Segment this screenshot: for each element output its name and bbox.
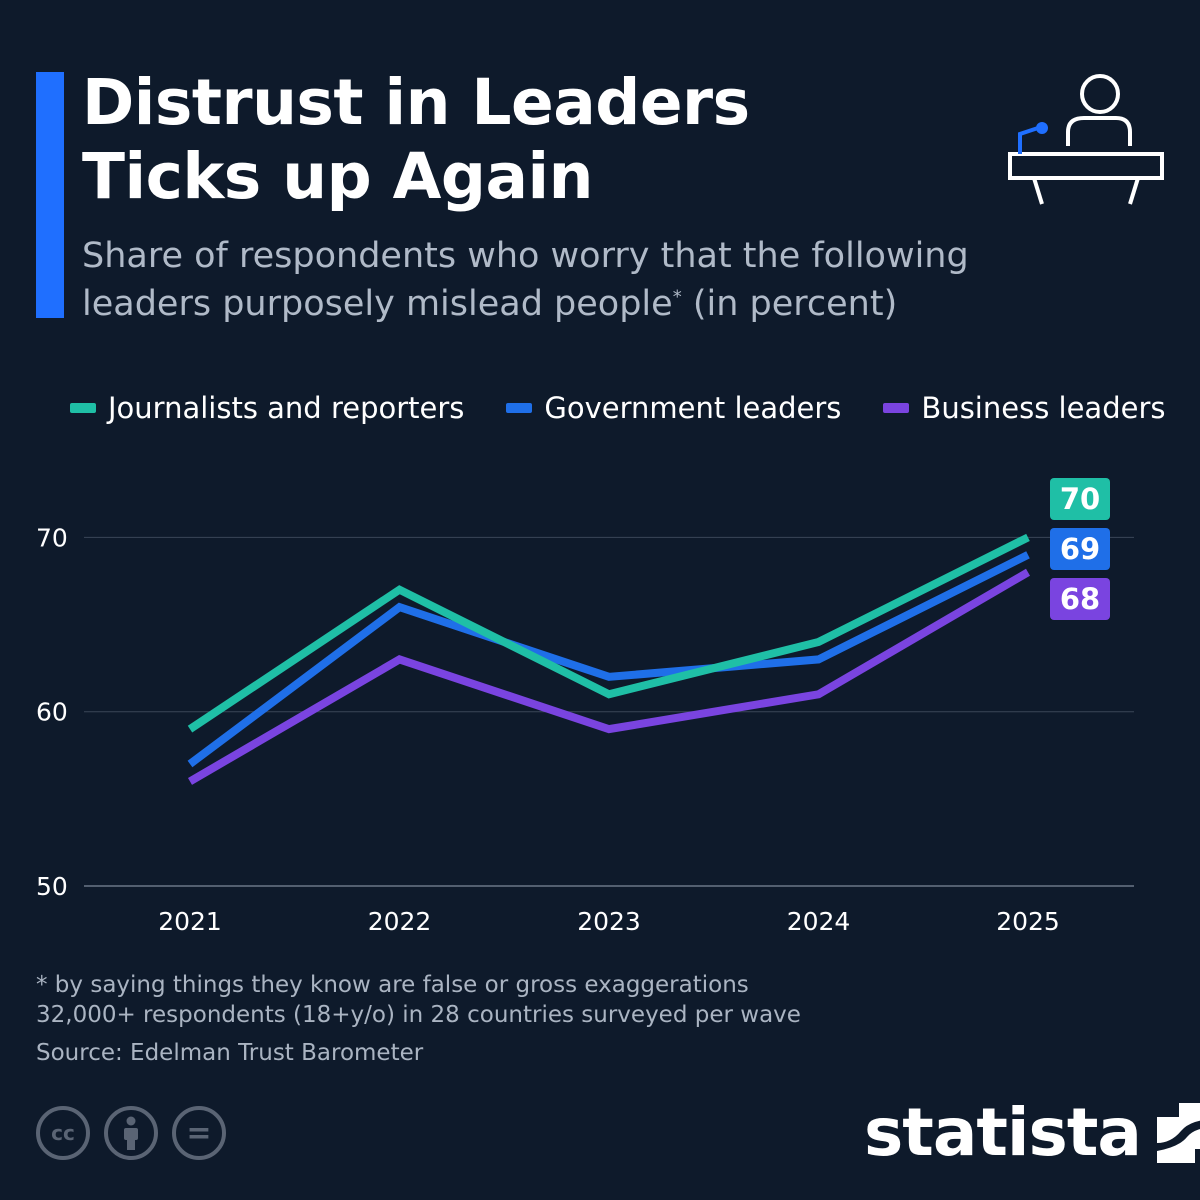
no-derivatives-icon: =: [172, 1106, 226, 1160]
end-value-badge: [1050, 478, 1110, 520]
subtitle-line-2-text: leaders purposely mislead people: [82, 284, 673, 324]
line-chart: 50 60 70 2021 2022 2023 2024 2025 70 69 68: [36, 478, 1134, 936]
source-note: Source: Edelman Trust Barometer: [36, 1040, 424, 1066]
series-line-business: [187, 568, 1031, 785]
series-line-journalists: [187, 533, 1030, 733]
chart-legend: Journalists and reporters Government lea…: [70, 388, 1170, 428]
end-value-badge: [1050, 528, 1110, 570]
x-tick-label: 2022: [368, 907, 432, 936]
legend-swatch-journalists: [70, 403, 96, 413]
end-value-badge: [1050, 578, 1110, 620]
legend-item-government: Government leaders: [506, 391, 841, 425]
subtitle-line-1: Share of respondents who worry that the …: [82, 236, 969, 276]
legend-swatch-business: [883, 403, 910, 413]
attribution-icon: [104, 1106, 158, 1160]
cc-icon: cc: [36, 1106, 90, 1160]
end-value-label: 70: [1050, 478, 1110, 520]
subtitle-unit: (in percent): [681, 284, 898, 324]
title-line-2: Ticks up Again: [82, 140, 593, 213]
x-tick-label: 2023: [577, 907, 641, 936]
legend-label-journalists: Journalists and reporters: [108, 391, 465, 425]
y-tick-label: 60: [36, 698, 68, 727]
x-tick-label: 2024: [787, 907, 851, 936]
x-tick-label: 2025: [996, 907, 1060, 936]
statista-logo: statista: [864, 1096, 1200, 1170]
end-value-text: 69: [1060, 532, 1100, 566]
y-tick-label: 50: [36, 872, 68, 901]
accent-bar: [36, 72, 64, 318]
legend-label-government: Government leaders: [544, 391, 842, 425]
footnote: * by saying things they know are false o…: [36, 970, 936, 1068]
legend-item-business: Business leaders: [883, 391, 1165, 425]
end-value-text: 68: [1060, 582, 1100, 616]
legend-label-business: Business leaders: [921, 391, 1166, 425]
license-icons: cc =: [36, 1106, 226, 1160]
logo-text: statista: [864, 1094, 1142, 1171]
speaker-at-podium-icon: [1008, 74, 1164, 205]
end-value-text: 70: [1060, 482, 1100, 516]
end-value-label: 68: [1050, 578, 1110, 620]
footnote-line-1: * by saying things they know are false o…: [36, 972, 749, 998]
x-tick-label: 2021: [158, 907, 222, 936]
statista-mark-icon: [1156, 1103, 1200, 1163]
subtitle: Share of respondents who worry that the …: [82, 232, 1042, 328]
series-line-government: [187, 551, 1030, 768]
legend-item-journalists: Journalists and reporters: [70, 391, 464, 425]
subtitle-line-2: leaders purposely mislead people* (in pe…: [82, 280, 1042, 328]
title-line-1: Distrust in Leaders: [82, 66, 750, 139]
legend-swatch-government: [506, 403, 533, 413]
y-tick-label: 70: [36, 523, 68, 552]
page-title: Distrust in Leaders Ticks up Again: [82, 66, 942, 214]
subtitle-asterisk: *: [672, 286, 682, 308]
footnote-line-2: 32,000+ respondents (18+y/o) in 28 count…: [36, 1002, 801, 1028]
end-value-label: 69: [1050, 528, 1110, 570]
